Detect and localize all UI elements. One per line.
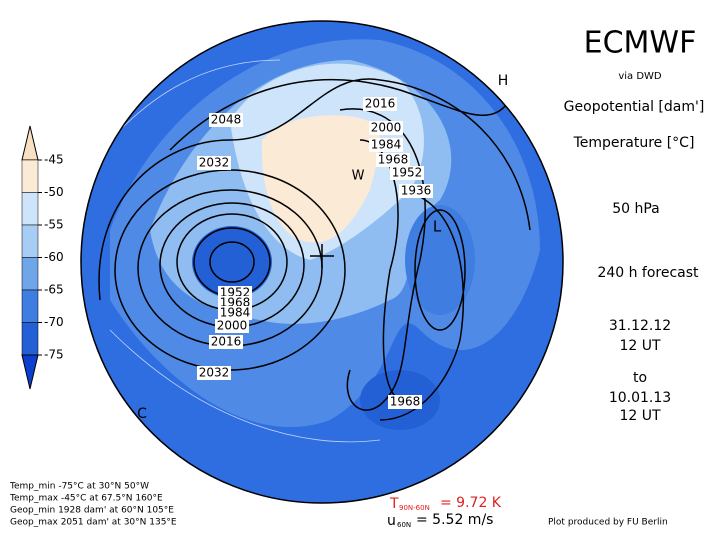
contour-label: 2032: [199, 156, 230, 170]
contour-label: 1968: [378, 153, 409, 167]
contour-label-box: [218, 306, 252, 320]
colorbar-band: [21, 289, 39, 323]
stat: Temp_min -75°C at 30°N 50°W: [9, 482, 149, 492]
colorbar-label: -45: [44, 153, 64, 167]
credit: Plot produced by FU Berlin: [548, 518, 668, 528]
colorbar-arrow: [21, 125, 39, 161]
contour-label-box: [209, 335, 243, 349]
colorbar-label: -75: [44, 348, 64, 362]
globe-outline: [80, 20, 564, 504]
stat: Geop_max 2051 dam' at 30°N 135°E: [10, 518, 177, 528]
pressure-marker: W: [352, 169, 365, 184]
contour-label-box: [197, 366, 231, 380]
contour-label-box: [388, 395, 422, 409]
contour-label-box: [363, 97, 397, 111]
field: Geopotential [dam']: [564, 99, 705, 115]
colorbar-band: [21, 192, 39, 226]
contour-label-box: [369, 138, 403, 152]
colorbar-arrow: [21, 354, 39, 390]
stat: Geop_min 1928 dam' at 60°N 105°E: [10, 506, 174, 516]
subscript: 60N: [397, 521, 411, 529]
source: via DWD: [618, 71, 662, 82]
field: Temperature [°C]: [573, 135, 695, 151]
colorbar-band: [21, 224, 39, 258]
date: 31.12.12: [609, 318, 671, 334]
forecast: 240 h forecast: [597, 265, 699, 281]
contour-label-box: [215, 319, 249, 333]
contour-label-box: [197, 156, 231, 170]
colorbar-label: -50: [44, 185, 64, 199]
pressure-marker: L: [433, 218, 442, 236]
title: ECMWF: [584, 26, 697, 61]
contour-label: 2032: [199, 366, 230, 380]
symbol: T: [389, 496, 399, 512]
colorbar-label: -55: [44, 218, 64, 232]
value: = 5.52 m/s: [416, 512, 493, 528]
value: = 9.72 K: [440, 495, 502, 511]
level: 50 hPa: [612, 201, 660, 217]
contour-label: 2016: [211, 335, 242, 349]
contour-label-box: [209, 113, 243, 127]
colorbar-label: -65: [44, 283, 64, 297]
contour-label: 2048: [211, 113, 242, 127]
time: 12 UT: [619, 408, 661, 424]
colorbar: -45 -50 -55 -60 -65 -70 -75: [21, 125, 64, 390]
contour-label-box: [376, 153, 410, 167]
contour-label: 1952: [392, 166, 423, 180]
colorbar-label: -70: [44, 315, 64, 329]
contour-label-box: [390, 166, 424, 180]
contour-label: 2000: [217, 319, 248, 333]
symbol: u: [387, 513, 396, 529]
time: 12 UT: [619, 338, 661, 354]
contour-label: 1968: [390, 395, 421, 409]
pressure-marker: C: [137, 406, 147, 422]
contour-label: 1984: [220, 306, 251, 320]
contour-label: 2016: [365, 97, 396, 111]
contour-label: 1936: [401, 184, 432, 198]
contour-label-box: [369, 121, 403, 135]
to: to: [633, 370, 647, 386]
t-index: T 90N-60N = 9.72 K: [389, 495, 502, 512]
contour-label-box: [399, 184, 433, 198]
subscript: 90N-60N: [399, 504, 430, 512]
colorbar-band: [21, 159, 39, 193]
map: [81, 21, 563, 503]
contour-label: 2000: [371, 121, 402, 135]
colorbar-band: [21, 257, 39, 291]
colorbar-band: [21, 322, 39, 356]
date: 10.01.13: [609, 390, 671, 406]
stat: Temp_max -45°C at 67.5°N 160°E: [9, 494, 163, 504]
pressure-marker: H: [498, 73, 509, 89]
colorbar-label: -60: [44, 250, 64, 264]
contour-label: 1984: [371, 138, 402, 152]
